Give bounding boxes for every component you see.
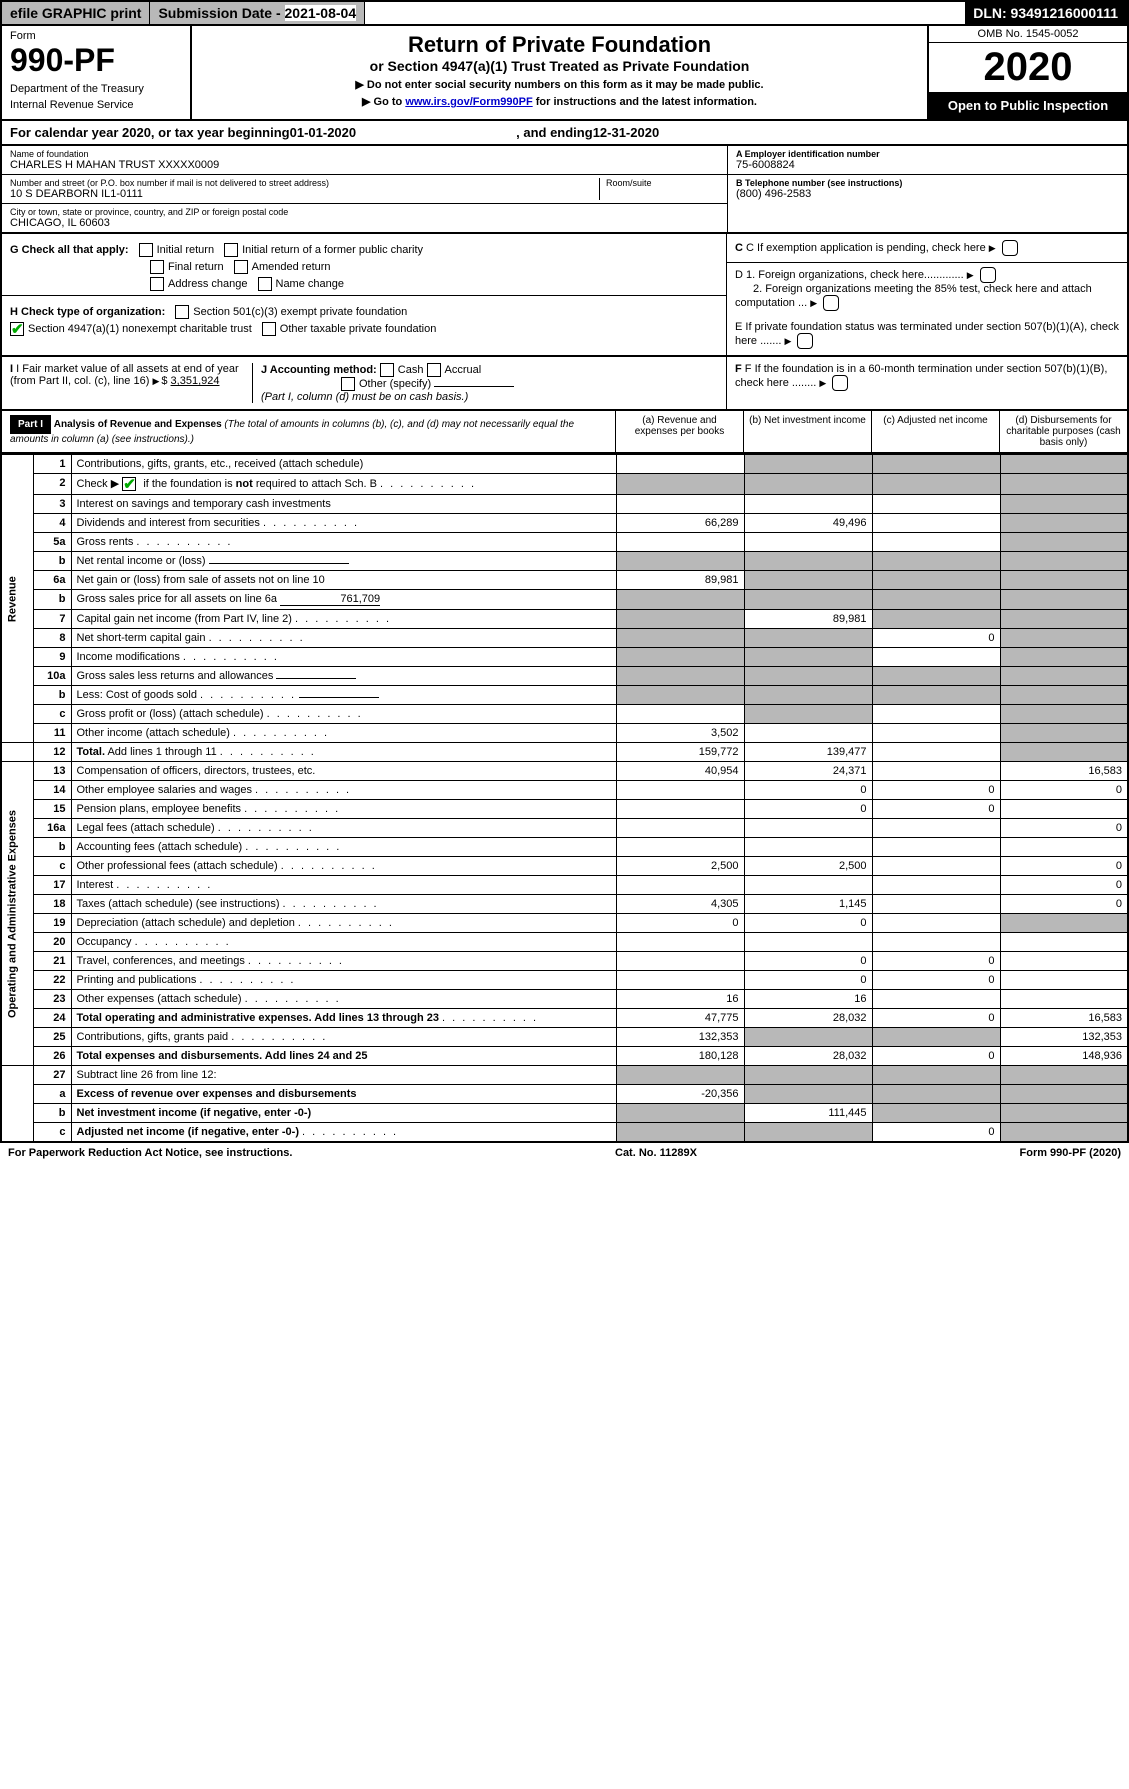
d1: D 1. Foreign organizations, check here..… — [735, 269, 964, 281]
col-a-header: (a) Revenue and expenses per books — [615, 411, 743, 452]
submission-date-label: Submission Date - 2021-08-04 — [150, 2, 365, 24]
open-to-public: Open to Public Inspection — [929, 92, 1127, 119]
cb-name-change[interactable] — [258, 277, 272, 291]
foundation-name: CHARLES H MAHAN TRUST XXXXX0009 — [10, 159, 719, 171]
cb-d1[interactable] — [980, 267, 996, 283]
part1-label: Part I — [10, 415, 51, 434]
addr-label: Number and street (or P.O. box number if… — [10, 178, 599, 188]
phone-label: B Telephone number (see instructions) — [736, 178, 1119, 188]
cb-e[interactable] — [797, 333, 813, 349]
fmv-value: 3,351,924 — [171, 375, 220, 387]
col-d-header: (d) Disbursements for charitable purpose… — [999, 411, 1127, 452]
ein: 75-6008824 — [736, 159, 1119, 171]
dept-treasury: Department of the Treasury — [10, 83, 182, 95]
irs-label: Internal Revenue Service — [10, 99, 182, 111]
part1-table: Revenue 1Contributions, gifts, grants, e… — [0, 454, 1129, 1143]
note-goto: ▶ Go to www.irs.gov/Form990PF for instru… — [198, 95, 921, 108]
j-note: (Part I, column (d) must be on cash basi… — [261, 391, 468, 403]
dln: DLN: 93491216000111 — [965, 2, 1127, 24]
form-number: 990-PF — [10, 42, 182, 79]
cat-no: Cat. No. 11289X — [615, 1147, 697, 1159]
c-exemption: C C If exemption application is pending,… — [735, 240, 1119, 256]
form-header: Form 990-PF Department of the Treasury I… — [0, 26, 1129, 121]
cb-initial-former[interactable] — [224, 243, 238, 257]
cb-no-schb[interactable] — [122, 477, 136, 491]
i-j-block: I I Fair market value of all assets at e… — [0, 357, 1129, 411]
cb-initial-return[interactable] — [139, 243, 153, 257]
cb-accrual[interactable] — [427, 363, 441, 377]
calendar-year-row: For calendar year 2020, or tax year begi… — [0, 121, 1129, 146]
cb-amended-return[interactable] — [234, 260, 248, 274]
cb-cash[interactable] — [380, 363, 394, 377]
col-c-header: (c) Adjusted net income — [871, 411, 999, 452]
paperwork-notice: For Paperwork Reduction Act Notice, see … — [8, 1147, 292, 1159]
cb-d2[interactable] — [823, 295, 839, 311]
efile-print-button[interactable]: efile GRAPHIC print — [2, 2, 150, 24]
top-bar: efile GRAPHIC print Submission Date - 20… — [0, 0, 1129, 26]
g-row: G Check all that apply: Initial return I… — [10, 243, 718, 257]
name-label: Name of foundation — [10, 149, 719, 159]
form-label: Form — [10, 30, 182, 42]
part1-header-row: Part I Analysis of Revenue and Expenses … — [0, 411, 1129, 454]
e-terminated: E If private foundation status was termi… — [735, 321, 1119, 349]
irs-link[interactable]: www.irs.gov/Form990PF — [405, 96, 532, 108]
form-subtitle: or Section 4947(a)(1) Trust Treated as P… — [198, 58, 921, 74]
page-footer: For Paperwork Reduction Act Notice, see … — [0, 1143, 1129, 1163]
cb-f[interactable] — [832, 375, 848, 391]
cb-501c3[interactable] — [175, 305, 189, 319]
room-label: Room/suite — [606, 178, 719, 188]
checks-block: G Check all that apply: Initial return I… — [0, 234, 1129, 357]
cb-4947a1[interactable] — [10, 322, 24, 336]
f-60month: F F If the foundation is in a 60-month t… — [735, 363, 1107, 389]
form-title: Return of Private Foundation — [198, 32, 921, 58]
d2: 2. Foreign organizations meeting the 85%… — [735, 283, 1092, 309]
expenses-side-label: Operating and Administrative Expenses — [1, 762, 33, 1066]
revenue-side-label: Revenue — [1, 455, 33, 743]
city-state-zip: CHICAGO, IL 60603 — [10, 217, 719, 229]
tax-year: 2020 — [929, 43, 1127, 92]
cb-address-change[interactable] — [150, 277, 164, 291]
form-ref: Form 990-PF (2020) — [1020, 1147, 1121, 1159]
cb-other-method[interactable] — [341, 377, 355, 391]
street-address: 10 S DEARBORN IL1-0111 — [10, 188, 599, 200]
cb-final-return[interactable] — [150, 260, 164, 274]
ein-label: A Employer identification number — [736, 149, 1119, 159]
omb-number: OMB No. 1545-0052 — [929, 26, 1127, 43]
note-ssn: ▶ Do not enter social security numbers o… — [198, 78, 921, 91]
phone: (800) 496-2583 — [736, 188, 1119, 200]
cb-c[interactable] — [1002, 240, 1018, 256]
col-b-header: (b) Net investment income — [743, 411, 871, 452]
cb-other-taxable[interactable] — [262, 322, 276, 336]
city-label: City or town, state or province, country… — [10, 207, 719, 217]
entity-info: Name of foundationCHARLES H MAHAN TRUST … — [0, 146, 1129, 234]
